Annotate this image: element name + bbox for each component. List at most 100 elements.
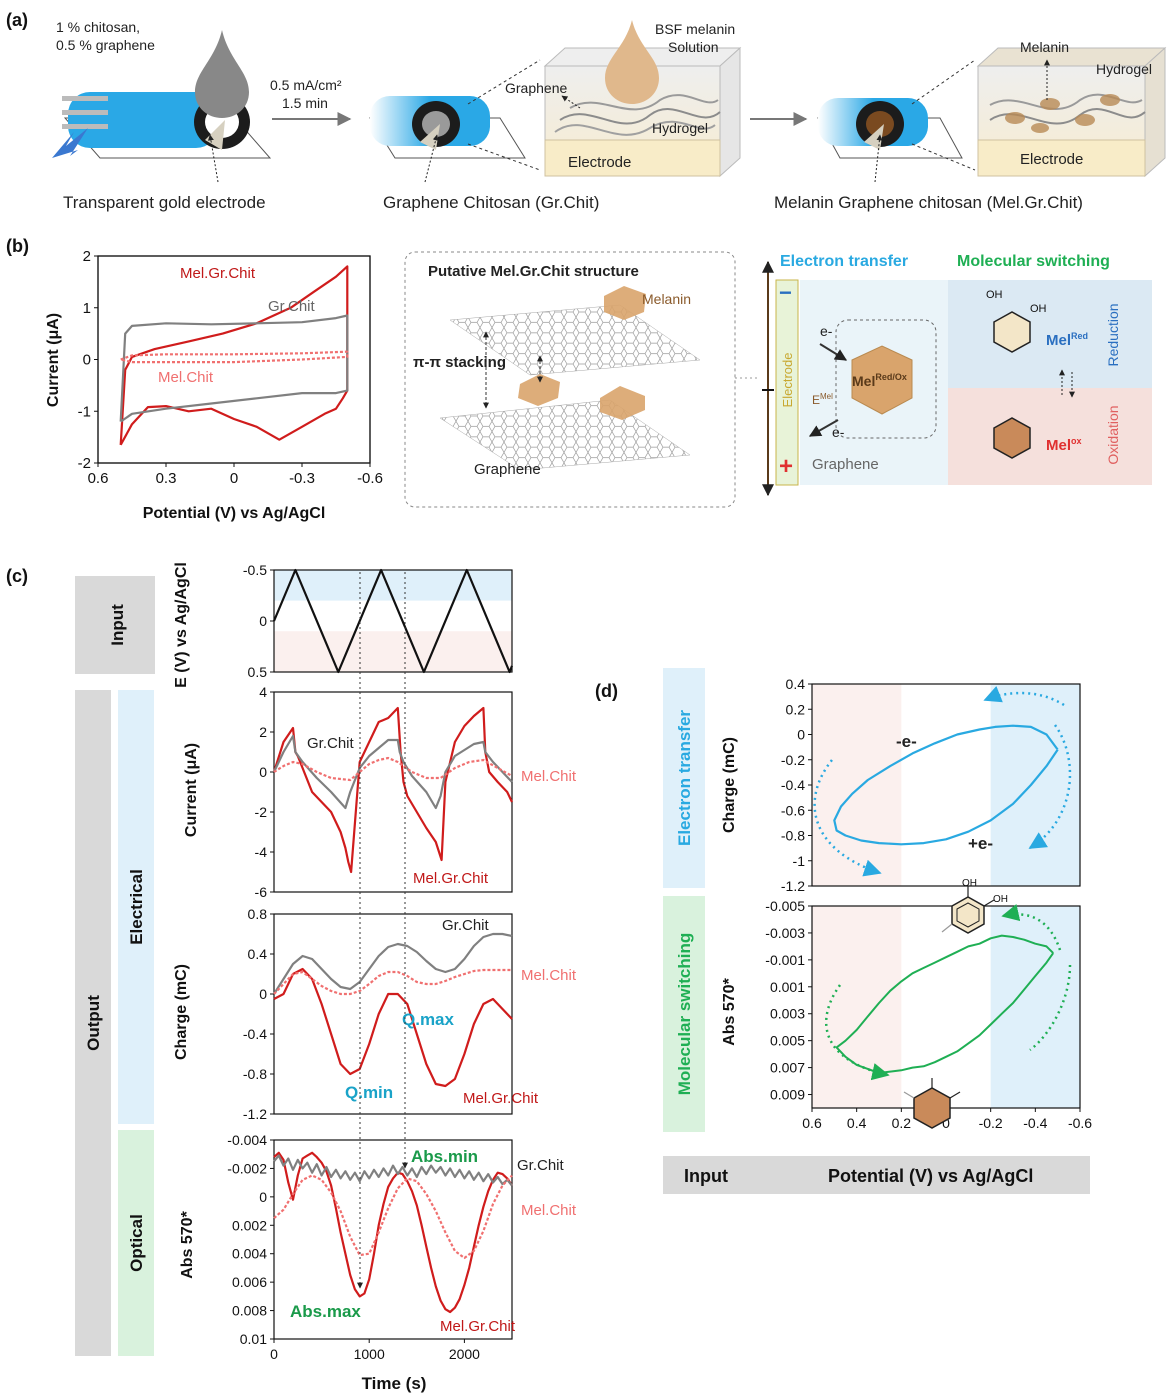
panel-b-label: (b): [6, 236, 29, 256]
current-text-1: 0.5 mA/cm²: [270, 77, 342, 93]
d-ms-label: Molecular switching: [675, 933, 694, 1095]
d-charge-ytick-label-4: -0.4: [781, 777, 805, 793]
c-charge-ylabel: Charge (mC): [173, 964, 190, 1060]
panel-d-label: (d): [595, 681, 618, 701]
c-abs-ytick-label-4: 0.004: [232, 1246, 267, 1262]
d-abs-band-0: [812, 906, 902, 1108]
mel-red: MelRed: [1046, 331, 1088, 349]
d-charge-ytick-label-5: -0.6: [781, 802, 805, 818]
b-cv-legend-melchit: Mel.Chit: [158, 369, 214, 386]
b-cv-ytick-label-2: 0: [83, 352, 91, 369]
b-cv-ylabel: Current (μA): [45, 313, 62, 407]
d-abs-band-1: [990, 906, 1080, 1108]
d-xlabel: Potential (V) vs Ag/AgCl: [828, 1166, 1033, 1186]
b-cv-xtick-label-1: 0.3: [156, 470, 177, 487]
c-abs-xlabel: Time (s): [362, 1374, 427, 1393]
d-charge-ytick-label-3: -0.2: [781, 752, 805, 768]
c-abs-series-mel-gr-chit: [273, 1151, 513, 1314]
zoom-line-1b: [467, 143, 541, 171]
mech-graphene: Graphene: [812, 456, 879, 473]
drop-1-text-2: 0.5 % graphene: [56, 37, 155, 53]
b-cv-chart: 2 1 0 -1 -20.6 0.3 0 -0.3 -0.6 Current (μA) Pote…: [45, 248, 383, 522]
c-input-ytick-label-2: 0.5: [248, 664, 268, 680]
c-abs-ytick-label-3: 0.002: [232, 1217, 267, 1233]
input-band: [75, 576, 155, 674]
b-cv-legend-melgrchit: Mel.Gr.Chit: [180, 265, 256, 282]
et-title: Electron transfer: [780, 253, 908, 270]
c-current-ylabel: Current (μA): [183, 743, 200, 837]
c-abs-ytick-label-5: 0.006: [232, 1274, 267, 1290]
c-current-ytick-label-3: -2: [255, 804, 268, 820]
box2-melanin: Melanin: [1020, 39, 1069, 55]
panel-d: (d) Electron transfer Molecular switchin…: [595, 668, 1092, 1194]
c-charge-ytick-label-0: 0.8: [248, 906, 268, 922]
hydrogel-box-2: [976, 46, 1167, 178]
drop-2-text-1: BSF melanin: [655, 21, 735, 37]
d-abs-ytick-label-6: 0.007: [770, 1060, 805, 1076]
d-abs-ytick-label-0: -0.005: [765, 898, 805, 914]
oh-label-2: OH: [1030, 303, 1047, 315]
c-current-legend-melgr: Mel.Gr.Chit: [413, 870, 489, 887]
d-charge-ytick-label-6: -0.8: [781, 828, 805, 844]
drop-2-icon: [605, 20, 659, 104]
mel-core: MelRed/Ox: [852, 372, 907, 389]
optical-band: [118, 1130, 154, 1356]
structure-box: Putative Mel.Gr.Chit structure Melanin π…: [404, 251, 736, 508]
c-current-ytick-label-0: 4: [259, 684, 267, 700]
c-charge-legend-melgr: Mel.Gr.Chit: [463, 1090, 539, 1107]
box2-hydrogel: Hydrogel: [1096, 61, 1152, 77]
drop-1-text-1: 1 % chitosan,: [56, 19, 140, 35]
c-input-ytick-label-1: 0: [259, 613, 267, 629]
c-abs-ytick-label-7: 0.01: [240, 1331, 267, 1347]
d-charge-ytick-label-0: 0.4: [786, 676, 806, 692]
drop-2-text-2: Solution: [668, 39, 719, 55]
panel-c: (c) Input Output Electrical Optical -0.5…: [6, 562, 577, 1393]
oh-label-1: OH: [986, 289, 1003, 301]
c-abs-series-mel-chit: [273, 1174, 513, 1260]
c-electrical-label: Electrical: [127, 869, 146, 945]
c-charge-legend-gr: Gr.Chit: [442, 917, 490, 934]
abs-max-label: Abs.max: [290, 1302, 361, 1321]
zoom-line-2a: [911, 59, 976, 105]
e-minus-1: e-: [820, 323, 833, 339]
d-e-plus: +e-: [968, 834, 993, 853]
c-current-series-gr-chit: [273, 734, 513, 810]
c-charge-series-mel-gr-chit: [273, 967, 513, 1088]
c-charge-frame: [273, 913, 513, 1115]
reduction-label: Reduction: [1105, 303, 1121, 366]
et-band: [663, 668, 705, 888]
ms-band: [663, 896, 705, 1132]
d-abs-ytick-label-3: 0.001: [770, 979, 805, 995]
d-ms-arrow-left: [825, 984, 890, 1081]
c-charge-series-mel-chit: [273, 968, 512, 996]
c-input-band-1: [274, 631, 512, 672]
c-current-ytick-label-4: -4: [255, 844, 268, 860]
c-abs-legend-mel: Mel.Chit: [521, 1202, 577, 1219]
mel-ox: Melox: [1046, 436, 1082, 454]
c-current-ytick-label-1: 2: [259, 724, 267, 740]
d-abs-ylabel: Abs 570*: [721, 977, 738, 1045]
structure-stacking: π-π stacking: [413, 354, 506, 371]
d-abs-xtick-label-6: -0.6: [1068, 1115, 1092, 1131]
c-current-legend-mel: Mel.Chit: [521, 768, 577, 785]
c-abs-ylabel: Abs 570*: [179, 1210, 196, 1278]
c-abs-ytick-label-2: 0: [259, 1189, 267, 1205]
b-cv-series-mel-gr-chit: [119, 265, 349, 446]
d-abs-ytick-label-1: -0.003: [765, 925, 805, 941]
c-charge-legend-mel: Mel.Chit: [521, 967, 577, 984]
e-arrow-2: [808, 419, 839, 437]
d-charge-ytick-label-7: -1: [793, 853, 806, 869]
electrical-band: [118, 690, 154, 1124]
current-text-2: 1.5 min: [282, 95, 328, 111]
d-et-arrow-left: [813, 759, 882, 877]
c-current-frame: [273, 691, 513, 893]
d-catechol-icon: OH OH: [941, 878, 1008, 934]
panel-a-label: (a): [6, 10, 28, 30]
c-charge-series-gr-chit: [273, 932, 513, 995]
d-charge-series-0: [833, 724, 1059, 846]
box1-hydrogel: Hydrogel: [652, 120, 708, 136]
d-abs-ytick-label-4: 0.003: [770, 1006, 805, 1022]
b-cv-ytick-label-4: -2: [78, 455, 91, 472]
c-abs-frame: [273, 1139, 513, 1340]
plus-sign: +: [779, 453, 793, 480]
